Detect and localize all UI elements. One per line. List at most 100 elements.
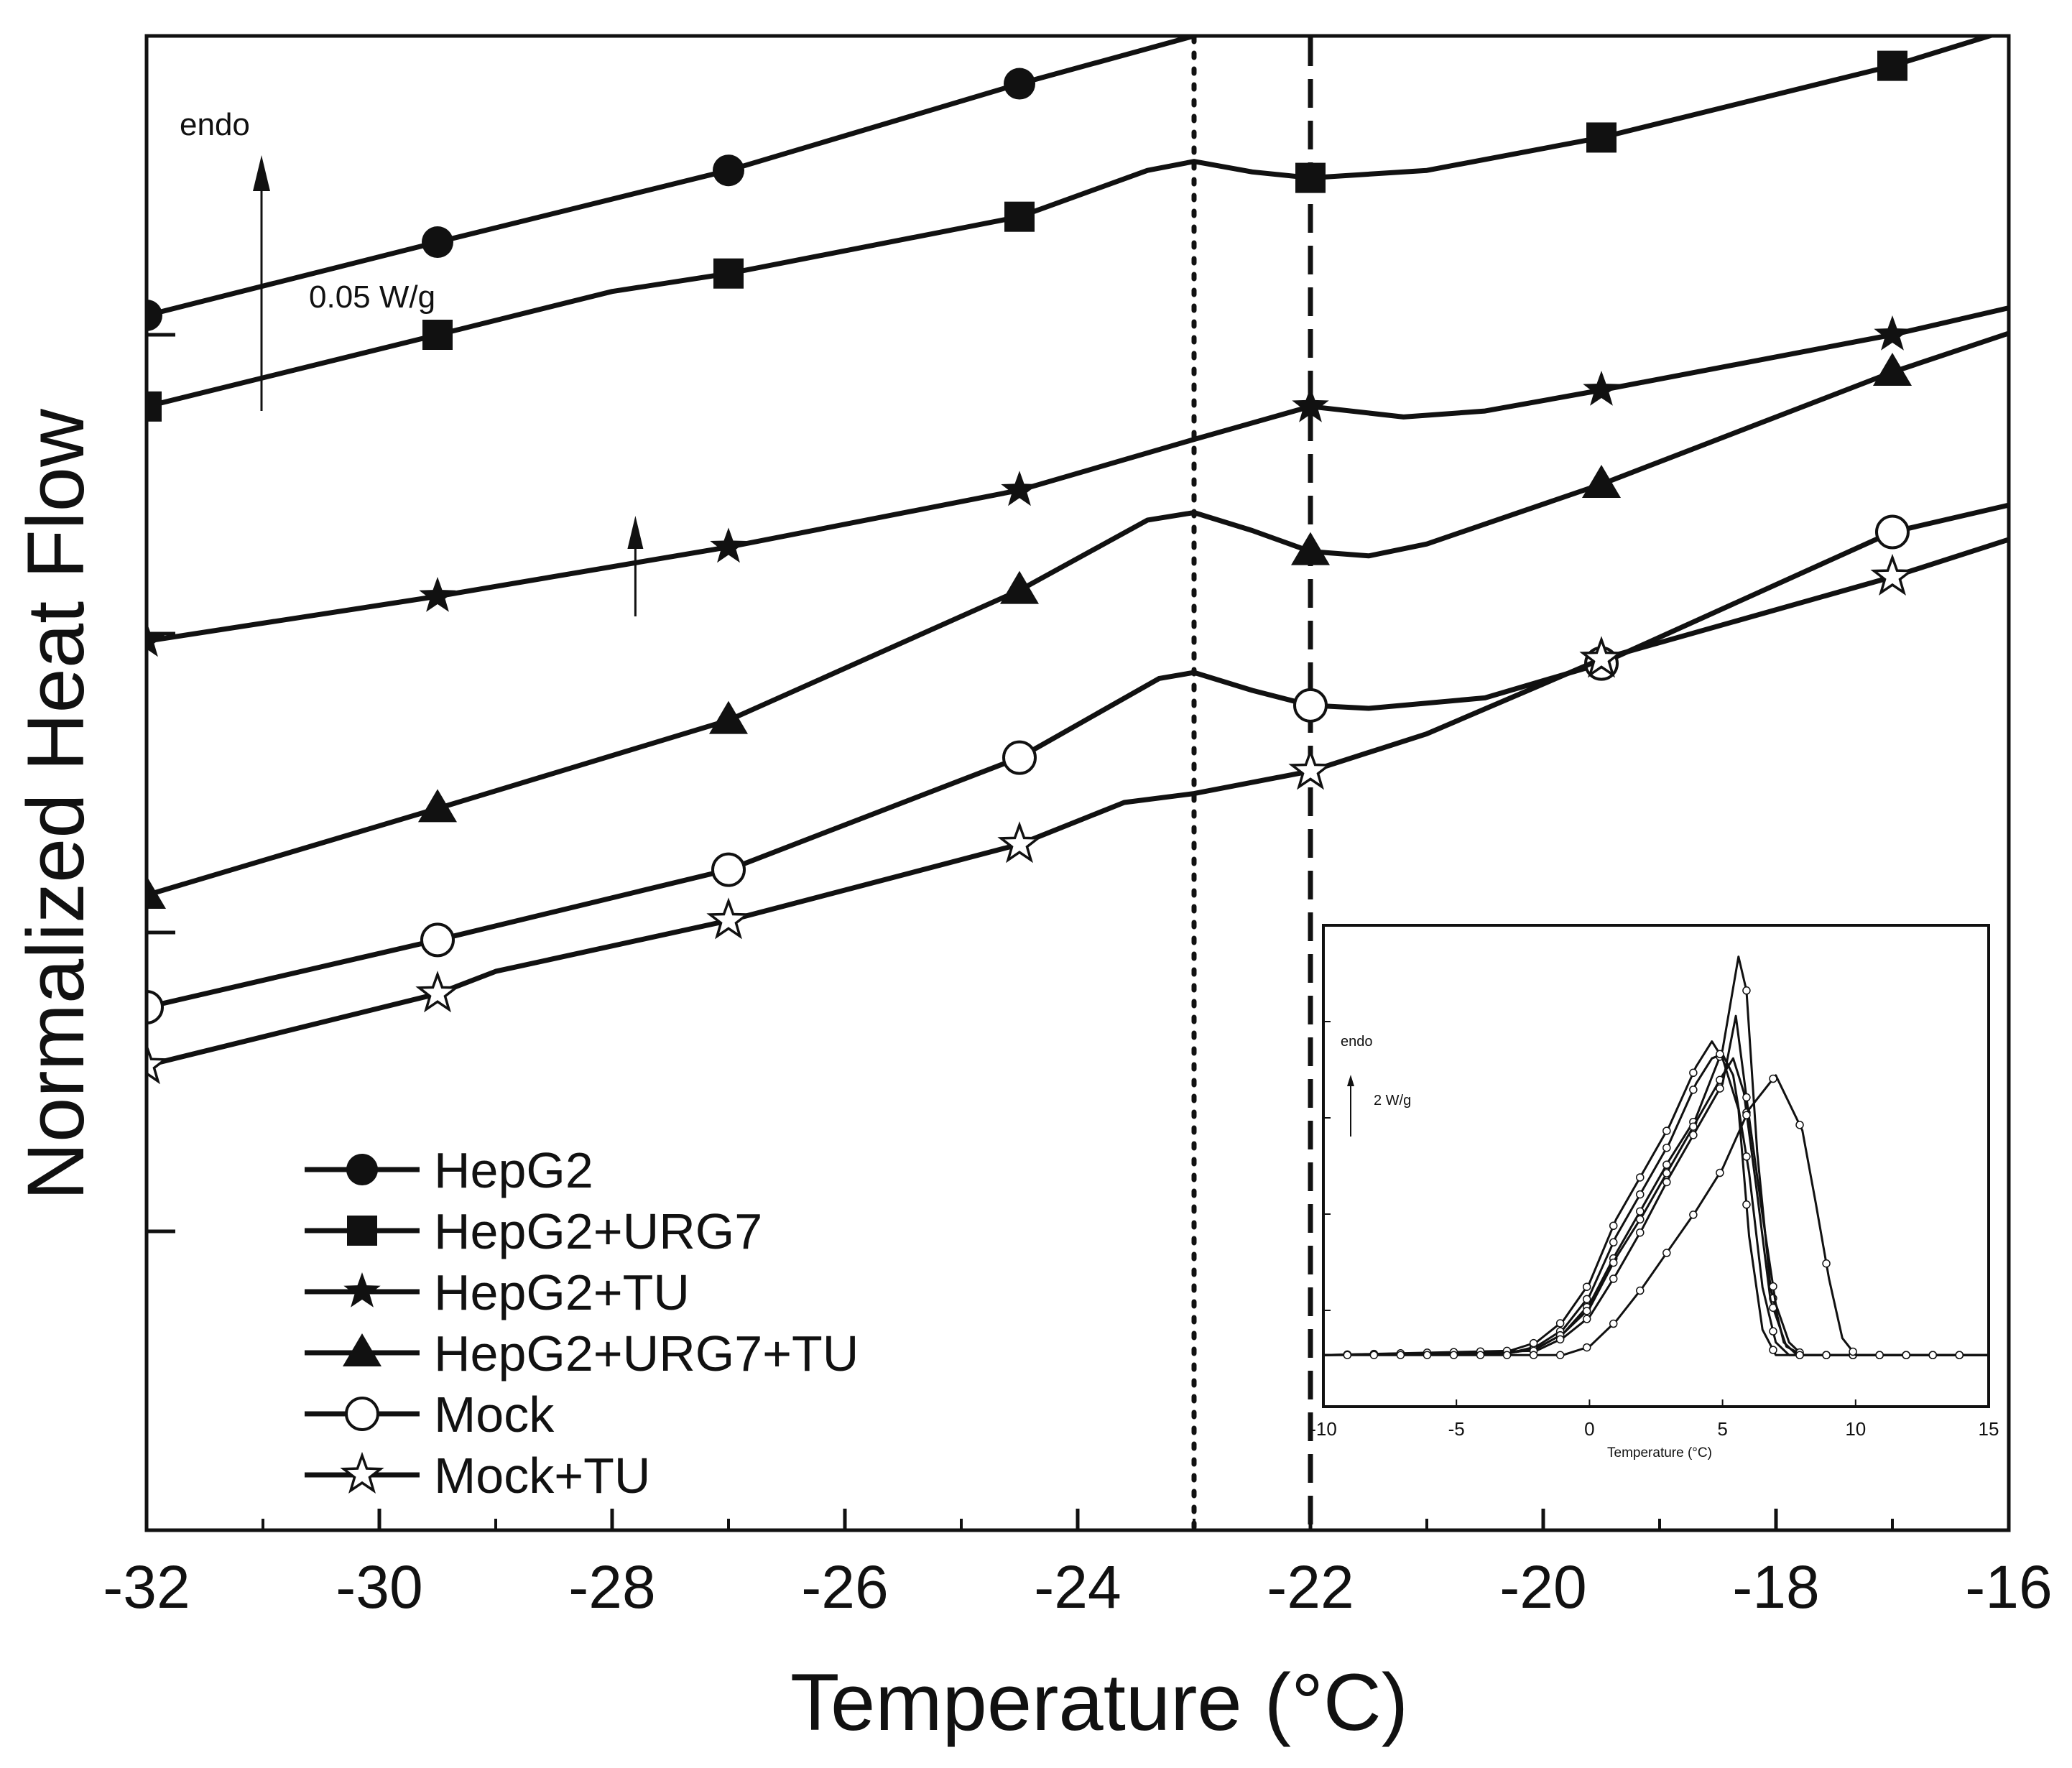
- inset-data-point-mock: [1795, 1351, 1804, 1359]
- inset-data-point-mock-tu: [1662, 1249, 1671, 1257]
- inset-data-point-mock-tu: [1555, 1351, 1565, 1359]
- inset-data-point-mock-tu: [1529, 1351, 1538, 1359]
- inset-data-point-mock-tu: [1769, 1074, 1777, 1083]
- inset-data-point-mock-tu: [1343, 1351, 1352, 1359]
- data-point-mock: [420, 922, 455, 958]
- inset-data-point-hepg2-tu: [1582, 1307, 1591, 1315]
- inset-data-point-hepg2-urg7: [1636, 1207, 1645, 1216]
- inset-data-point-mock-tu: [1955, 1351, 1964, 1359]
- inset-data-point-mock: [1555, 1319, 1565, 1328]
- x-tick-label: -30: [336, 1553, 422, 1621]
- inset-data-point-hepg2: [1742, 1152, 1751, 1161]
- inset-endo-arrowhead-icon: [1347, 1075, 1354, 1086]
- inset-data-point-mock-tu: [1476, 1351, 1485, 1359]
- legend-marker-hepg2-tu: [343, 1272, 381, 1308]
- data-point-mock-tu: [415, 971, 460, 1013]
- inset-data-point-hepg2-urg7-tu: [1582, 1315, 1591, 1323]
- data-point-mock-tu: [147, 1042, 169, 1085]
- inset-data-point-hepg2-urg7-tu: [1769, 1282, 1777, 1291]
- inset-data-point-mock-tu: [1795, 1121, 1804, 1129]
- inset-data-point-hepg2-urg7-tu: [1636, 1228, 1645, 1237]
- inset-data-point-hepg2-urg7-tu: [1555, 1335, 1565, 1344]
- series-hepg2-tu: [147, 305, 2009, 657]
- x-tick-label: -22: [1267, 1553, 1354, 1621]
- data-point-mock-tu: [997, 821, 1042, 864]
- inset-data-point-mock-tu: [1928, 1351, 1937, 1359]
- data-point-hepg2-tu: [1583, 371, 1620, 406]
- inset-data-point-mock: [1822, 1351, 1831, 1359]
- data-point-hepg2-tu: [1292, 387, 1329, 422]
- inset-data-point-hepg2: [1636, 1190, 1645, 1199]
- inset-x-tick-label: -5: [1448, 1418, 1465, 1440]
- series-hepg2-urg7-tu: [147, 330, 2009, 909]
- inset-data-point-mock-tu: [1849, 1347, 1857, 1356]
- inset-data-point-hepg2-urg7-tu: [1689, 1131, 1698, 1139]
- data-point-hepg2-urg7-tu: [418, 789, 457, 823]
- inset-series-line-mock: [1323, 1040, 1989, 1356]
- data-point-hepg2-urg7-tu: [1000, 570, 1039, 604]
- inset-data-point-mock-tu: [1822, 1259, 1831, 1268]
- inset-data-point-mock: [1662, 1126, 1671, 1135]
- inset-series-line-hepg2-urg7-tu: [1323, 1014, 1989, 1356]
- inset-scale-label: 2 W/g: [1374, 1093, 1411, 1109]
- inset-data-point-hepg2-tu: [1689, 1122, 1698, 1131]
- inset-data-point-mock-tu: [1742, 1111, 1751, 1120]
- data-point-hepg2-tu: [147, 621, 165, 657]
- data-point-hepg2-urg7-tu: [1582, 465, 1621, 498]
- inset-data-point-mock: [1529, 1338, 1538, 1348]
- x-tick-label: -20: [1499, 1553, 1586, 1621]
- inset-data-point-mock: [1636, 1173, 1645, 1182]
- inset-data-point-mock-tu: [1369, 1351, 1379, 1359]
- inset-data-point-mock-tu: [1636, 1286, 1645, 1295]
- series-line-hepg2: [147, 36, 1201, 318]
- x-tick-label: -28: [568, 1553, 655, 1621]
- data-point-hepg2-tu: [710, 527, 747, 563]
- inset-data-point-mock-tu: [1716, 1168, 1724, 1177]
- inset-data-point-hepg2-urg7: [1742, 986, 1751, 995]
- data-point-hepg2: [422, 226, 453, 259]
- data-point-mock: [147, 990, 164, 1024]
- inset-data-point-hepg2-tu: [1609, 1258, 1618, 1267]
- data-point-mock-tu: [1579, 636, 1624, 678]
- inset-data-point-hepg2: [1769, 1327, 1777, 1336]
- small-arrowhead-icon: [627, 516, 644, 549]
- inset-data-point-mock-tu: [1689, 1211, 1698, 1219]
- inset-x-tick-label: 5: [1717, 1418, 1727, 1440]
- inset-series-mock-tu: [1323, 1074, 1989, 1359]
- scale-label: 0.05 W/g: [309, 279, 435, 315]
- data-point-hepg2-urg7: [1295, 162, 1326, 193]
- y-axis-title: Normalized Heat Flow: [11, 408, 101, 1200]
- data-point-hepg2-tu: [1874, 315, 1911, 351]
- legend-label-hepg2-urg7-tu: HepG2+URG7+TU: [434, 1325, 859, 1381]
- inset-data-point-mock: [1742, 1200, 1751, 1209]
- x-tick-label: -32: [103, 1553, 190, 1621]
- inset-data-point-mock-tu: [1423, 1351, 1432, 1359]
- data-point-hepg2: [147, 299, 162, 331]
- inset-data-point-hepg2: [1609, 1238, 1618, 1247]
- inset-data-point-hepg2-urg7-tu: [1742, 1093, 1751, 1102]
- data-point-hepg2-urg7-tu: [709, 700, 748, 734]
- data-point-mock: [711, 852, 746, 887]
- endo-label: endo: [180, 107, 250, 142]
- data-point-hepg2-tu: [419, 577, 456, 612]
- inset-x-tick-label: -10: [1310, 1418, 1337, 1440]
- inset-series-line-hepg2: [1323, 1052, 1989, 1356]
- inset-data-point-mock-tu: [1609, 1319, 1618, 1328]
- inset-data-point-mock-tu: [1502, 1351, 1512, 1359]
- inset-x-tick-label: 10: [1845, 1418, 1866, 1440]
- inset-x-axis-title: Temperature (°C): [1607, 1445, 1712, 1461]
- inset-data-point-mock: [1689, 1068, 1698, 1078]
- endo-arrowhead-icon: [253, 155, 270, 191]
- data-point-hepg2-urg7-tu: [1873, 353, 1912, 386]
- x-tick-label: -16: [1965, 1553, 2052, 1621]
- data-point-hepg2-urg7-tu: [147, 876, 166, 909]
- data-point-hepg2: [713, 154, 744, 187]
- inset-data-point-hepg2-urg7-tu: [1609, 1274, 1618, 1283]
- data-point-mock-tu: [1288, 748, 1333, 790]
- data-point-hepg2-urg7: [1004, 201, 1035, 232]
- data-point-hepg2-urg7: [422, 320, 453, 350]
- legend-label-mock: Mock: [434, 1387, 555, 1443]
- inset-data-point-hepg2-urg7-tu: [1716, 1084, 1724, 1093]
